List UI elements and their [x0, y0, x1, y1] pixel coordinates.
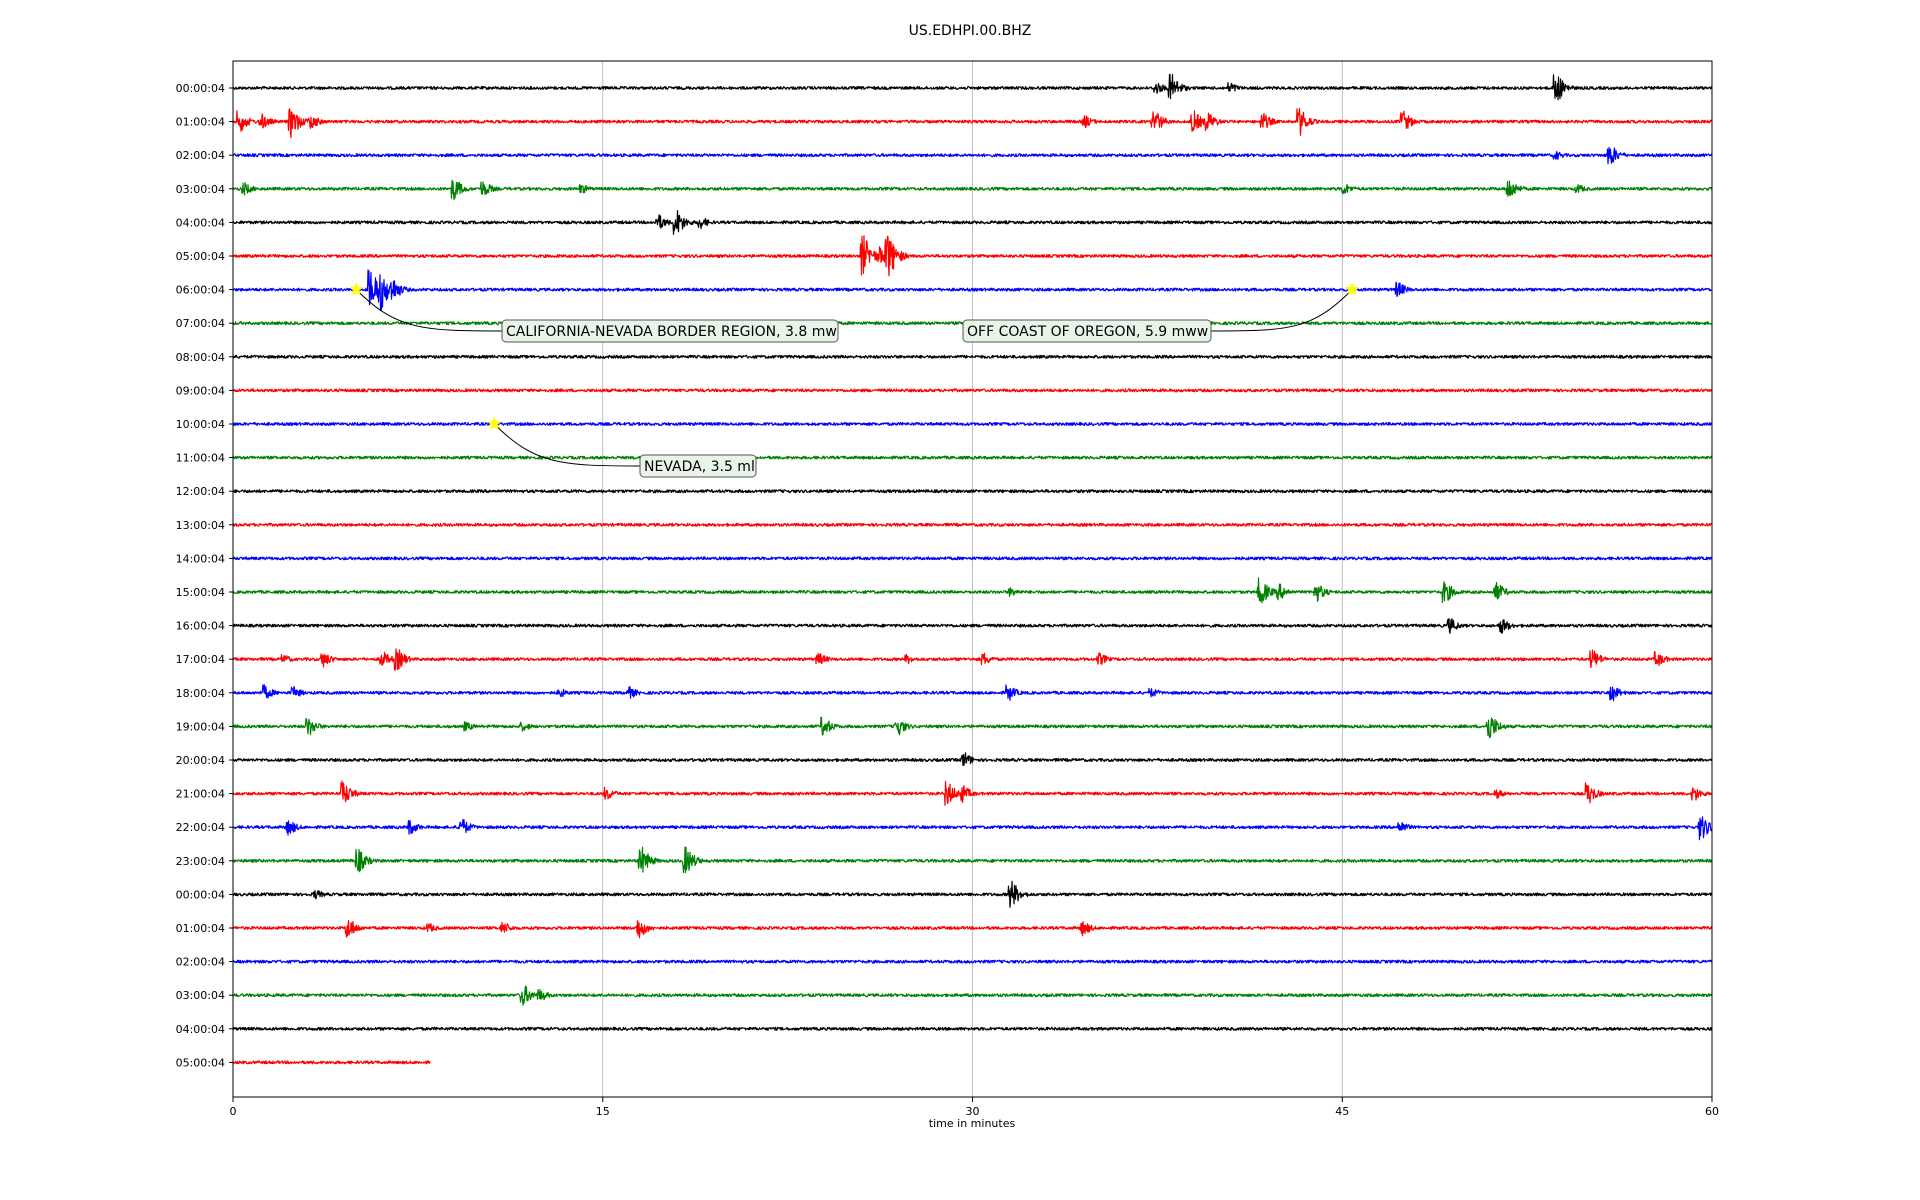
- row-label-5: 05:00:04: [176, 250, 225, 263]
- row-label-11: 11:00:04: [176, 452, 225, 465]
- row-label-25: 01:00:04: [176, 922, 225, 935]
- row-label-29: 05:00:04: [176, 1056, 225, 1069]
- trace-row-20: [232, 752, 1713, 767]
- trace-row-4: [232, 210, 1713, 235]
- event-label-box-1: [962, 319, 1212, 343]
- row-label-28: 04:00:04: [176, 1023, 225, 1036]
- event-connector-2: [493, 423, 641, 467]
- trace-row-0: [232, 73, 1713, 101]
- x-tick-label-3: 45: [1335, 1105, 1349, 1118]
- trace-row-10: [232, 422, 1713, 426]
- trace-row-17: [232, 648, 1713, 671]
- trace-row-8: [232, 354, 1713, 359]
- trace-row-19: [232, 716, 1713, 739]
- trace-row-26: [232, 959, 1713, 964]
- row-label-21: 21:00:04: [176, 788, 225, 801]
- trace-row-12: [232, 489, 1713, 494]
- trace-row-24: [232, 880, 1713, 908]
- row-labels: 00:00:04 01:00:04 02:00:04 03:00:04 04:00:04…: [176, 82, 233, 1069]
- trace-row-28: [232, 1026, 1713, 1031]
- row-label-3: 03:00:04: [176, 183, 225, 196]
- row-label-0: 00:00:04: [176, 82, 225, 95]
- row-label-16: 16:00:04: [176, 620, 225, 633]
- row-label-19: 19:00:04: [176, 720, 225, 733]
- row-label-1: 01:00:04: [176, 116, 225, 129]
- trace-row-13: [232, 522, 1713, 527]
- trace-row-1: [232, 107, 1713, 139]
- trace-row-2: [232, 146, 1713, 165]
- trace-row-6: [232, 269, 1713, 312]
- trace-row-16: [232, 618, 1713, 634]
- event-marker-1: [1344, 281, 1360, 296]
- row-label-8: 08:00:04: [176, 351, 225, 364]
- trace-row-27: [232, 985, 1713, 1006]
- trace-row-25: [232, 920, 1713, 939]
- row-label-14: 14:00:04: [176, 552, 225, 565]
- event-marker-0: [348, 281, 364, 296]
- event-label-1: OFF COAST OF OREGON, 5.9 mww: [967, 324, 1208, 340]
- event-annotations: CALIFORNIA-NEVADA BORDER REGION, 3.8 mw O…: [348, 281, 1360, 478]
- event-connector-1: [1210, 289, 1353, 332]
- event-label-0: CALIFORNIA-NEVADA BORDER REGION, 3.8 mw: [506, 324, 837, 340]
- row-label-13: 13:00:04: [176, 519, 225, 532]
- row-label-6: 06:00:04: [176, 284, 225, 297]
- x-axis: 0 15 30 45 60: [230, 1097, 1719, 1118]
- trace-row-15: [232, 577, 1713, 604]
- row-label-27: 03:00:04: [176, 989, 225, 1002]
- row-label-24: 00:00:04: [176, 888, 225, 901]
- row-label-15: 15:00:04: [176, 586, 225, 599]
- row-label-26: 02:00:04: [176, 956, 225, 969]
- row-label-17: 17:00:04: [176, 653, 225, 666]
- row-label-20: 20:00:04: [176, 754, 225, 767]
- row-label-18: 18:00:04: [176, 687, 225, 700]
- row-label-4: 04:00:04: [176, 216, 225, 229]
- event-marker-2: [486, 416, 502, 431]
- row-label-23: 23:00:04: [176, 855, 225, 868]
- row-label-7: 07:00:04: [176, 317, 225, 330]
- grid-lines: [602, 61, 1343, 1097]
- row-label-10: 10:00:04: [176, 418, 225, 431]
- trace-row-3: [232, 179, 1713, 201]
- trace-row-22: [232, 816, 1713, 841]
- event-label-box-2: [639, 454, 757, 478]
- row-label-2: 02:00:04: [176, 149, 225, 162]
- event-label-box-0: [501, 319, 839, 343]
- trace-row-11: [232, 455, 1713, 460]
- chart-title: US.EDHPI.00.BHZ: [909, 23, 1032, 39]
- x-tick-label-1: 15: [596, 1105, 610, 1118]
- trace-row-18: [232, 684, 1713, 702]
- x-tick-label-4: 60: [1705, 1105, 1719, 1118]
- trace-row-29: [232, 1060, 431, 1065]
- trace-row-5: [232, 235, 1713, 277]
- row-label-12: 12:00:04: [176, 485, 225, 498]
- x-tick-label-2: 30: [966, 1105, 980, 1118]
- x-axis-label: time in minutes: [929, 1117, 1016, 1130]
- event-connector-0: [355, 289, 503, 332]
- event-label-2: NEVADA, 3.5 ml: [644, 459, 755, 475]
- x-tick-label-0: 0: [230, 1105, 237, 1118]
- traces: [232, 73, 1713, 1065]
- trace-row-9: [232, 388, 1713, 393]
- trace-row-14: [232, 556, 1713, 561]
- row-label-22: 22:00:04: [176, 821, 225, 834]
- trace-row-21: [232, 780, 1713, 806]
- row-label-9: 09:00:04: [176, 384, 225, 397]
- trace-row-23: [232, 846, 1713, 874]
